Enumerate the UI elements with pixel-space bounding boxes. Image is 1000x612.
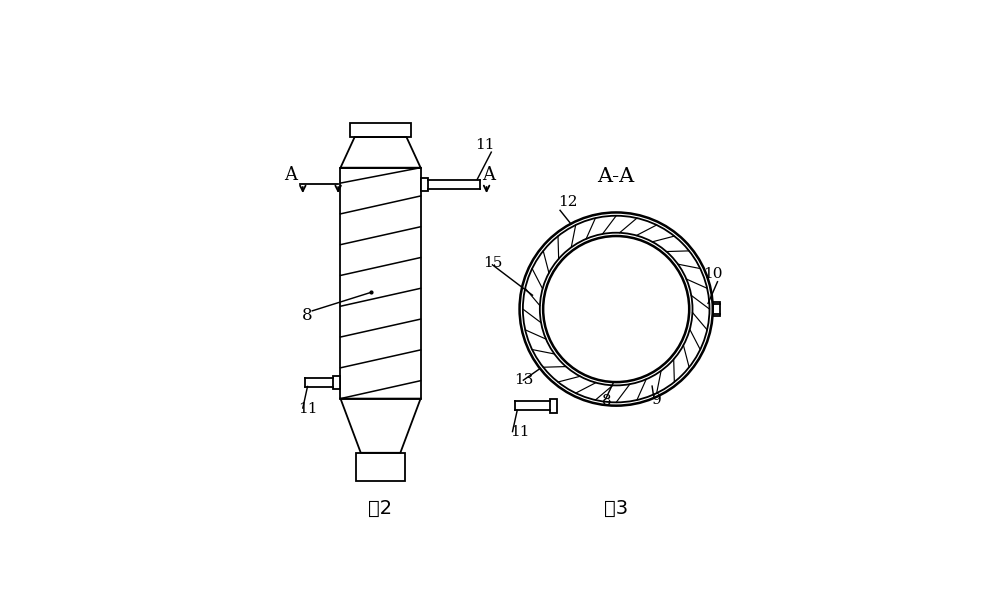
Polygon shape xyxy=(333,376,340,389)
Polygon shape xyxy=(550,398,557,412)
Text: 12: 12 xyxy=(558,195,577,209)
Text: 15: 15 xyxy=(483,256,502,271)
Text: 11: 11 xyxy=(298,401,318,416)
Text: 8: 8 xyxy=(301,307,312,324)
Polygon shape xyxy=(713,302,720,316)
Text: 9: 9 xyxy=(652,394,662,408)
Text: 8: 8 xyxy=(602,394,611,408)
Text: 图3: 图3 xyxy=(604,499,628,518)
Text: A: A xyxy=(482,166,495,184)
Text: 11: 11 xyxy=(475,138,494,152)
Text: 图2: 图2 xyxy=(368,499,393,518)
Text: A: A xyxy=(284,166,297,184)
Text: 10: 10 xyxy=(703,267,723,282)
Text: 11: 11 xyxy=(510,425,530,439)
Text: A-A: A-A xyxy=(597,167,635,186)
Polygon shape xyxy=(421,177,428,191)
Text: 13: 13 xyxy=(514,373,533,387)
